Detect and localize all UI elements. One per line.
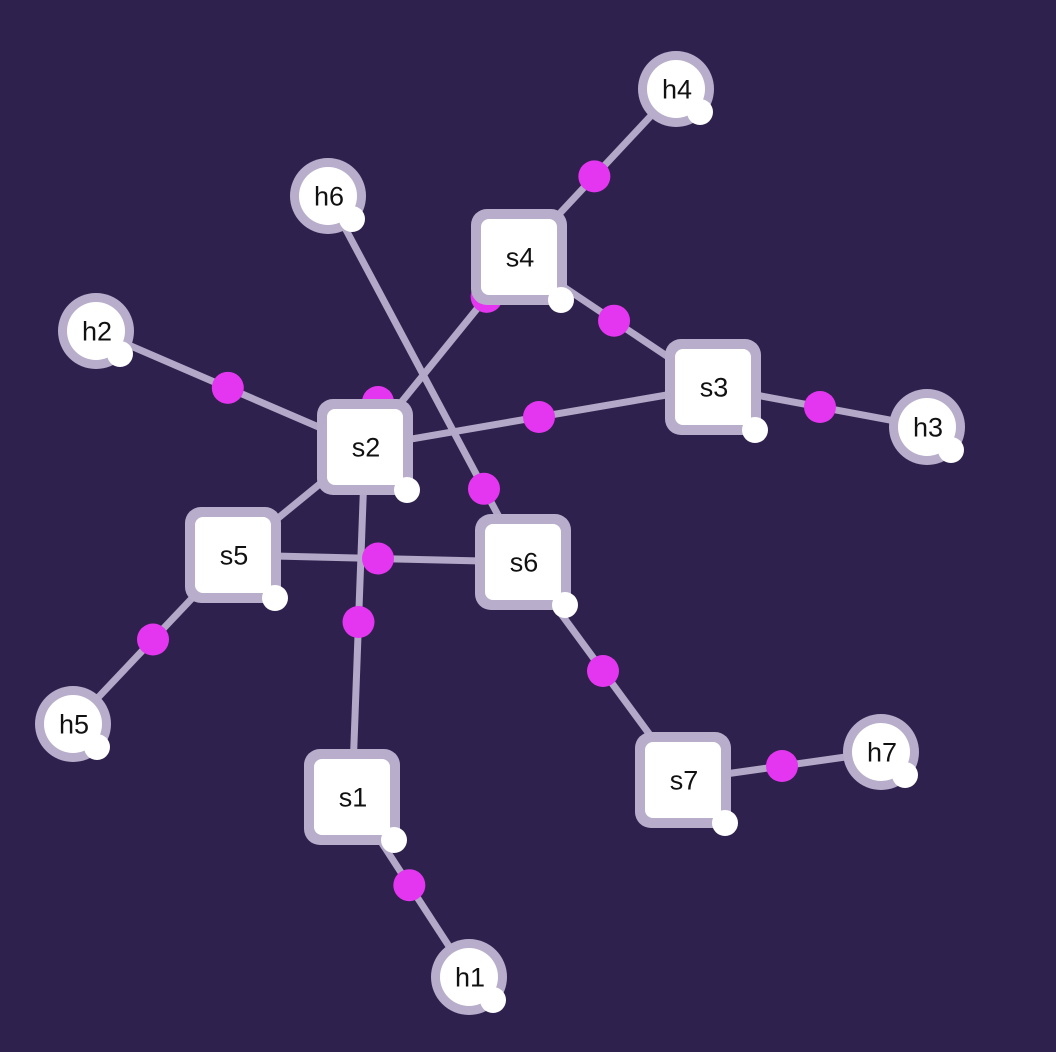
node-body [314,759,390,835]
node-body [485,524,561,600]
packet-dot-s7-h7 [766,750,798,782]
switch-node-s3[interactable] [665,339,768,443]
node-port-badge [892,762,918,788]
packet-dot-s3-s4 [598,304,631,337]
packet-dot-s6-s7 [587,655,619,687]
host-node-h6[interactable] [290,158,366,234]
node-body [327,409,403,485]
switch-node-s4[interactable] [471,209,574,313]
host-node-h3[interactable] [889,389,965,465]
host-node-h2[interactable] [58,293,134,369]
node-port-badge [381,827,407,853]
packet-dot-s1-h1 [393,869,426,902]
switch-node-s2[interactable] [317,399,420,503]
host-node-h1[interactable] [431,939,507,1015]
host-node-h7[interactable] [843,714,919,790]
node-port-badge [84,734,110,760]
packet-dot-s5-h5 [137,623,169,656]
node-body [645,742,721,818]
switch-node-s7[interactable] [635,732,738,836]
node-body [481,219,557,295]
packet-dot-s3-h3 [804,391,836,423]
node-port-badge [742,417,768,443]
node-port-badge [480,987,506,1013]
switch-node-s1[interactable] [304,749,407,853]
switch-node-s6[interactable] [475,514,578,618]
node-port-badge [548,287,574,313]
packets-layer [137,160,836,902]
node-body [675,349,751,425]
node-port-badge [339,206,365,232]
host-node-h5[interactable] [35,686,111,762]
packet-dot-s2-h2 [211,371,244,404]
host-node-h4[interactable] [638,51,714,127]
nodes-layer [35,51,965,1015]
packet-dot-s1-s2 [342,606,375,638]
node-port-badge [687,99,713,125]
node-port-badge [552,592,578,618]
node-port-badge [712,810,738,836]
node-port-badge [394,477,420,503]
packet-dot-s2-s3 [523,401,555,433]
switch-node-s5[interactable] [185,507,288,611]
packet-dot-s4-h4 [578,160,611,193]
packet-dot-s6-h6 [468,472,500,505]
node-body [195,517,271,593]
node-port-badge [262,585,288,611]
packet-dot-s5-s6 [362,542,394,575]
node-port-badge [938,437,964,463]
node-port-badge [107,341,133,367]
